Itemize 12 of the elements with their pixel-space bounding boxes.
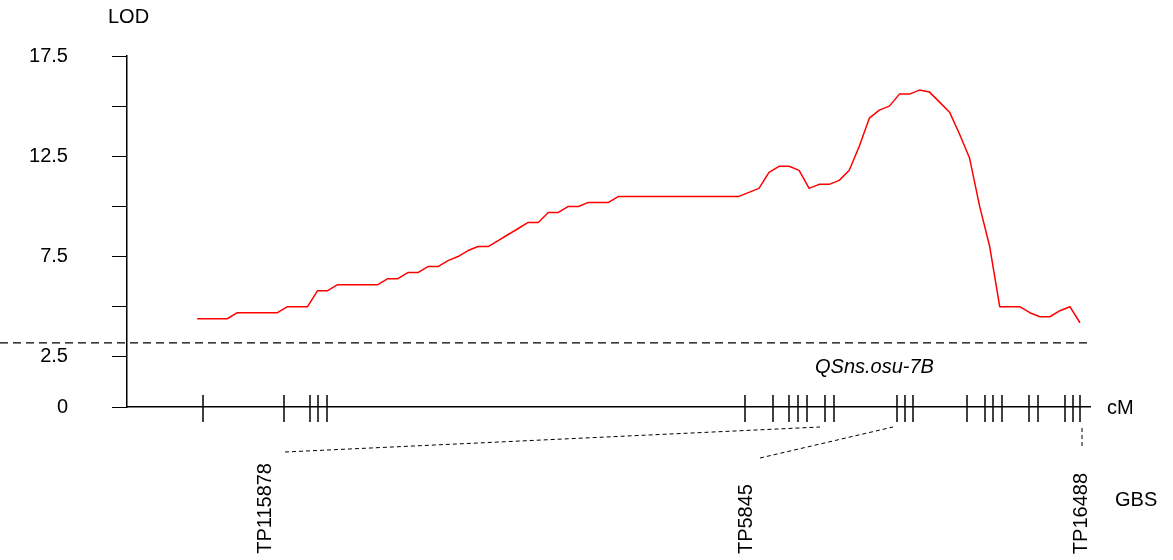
y-tick-label: 2.5 xyxy=(40,344,68,367)
y-tick-label: 7.5 xyxy=(40,244,68,267)
text: GBS xyxy=(1115,488,1158,510)
annotation: QSns.osu-7B xyxy=(815,355,934,377)
y-tick-label: 12.5 xyxy=(29,143,68,166)
x-axis-title: cM xyxy=(1107,396,1134,418)
y-tick-label: 0 xyxy=(56,394,68,417)
y-tick-label: 17.5 xyxy=(29,43,68,66)
text: TP16488 xyxy=(1069,472,1091,554)
text: TP5845 xyxy=(734,483,756,554)
text: TP115878 xyxy=(253,463,275,554)
y-axis-title: LOD xyxy=(108,5,150,27)
